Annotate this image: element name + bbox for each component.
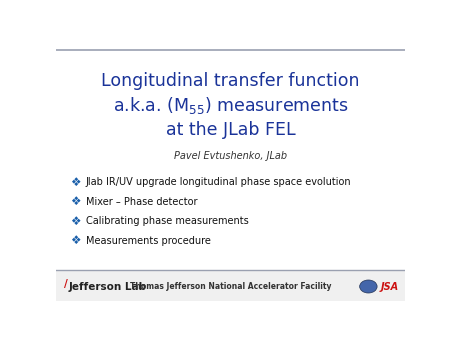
Text: Mixer – Phase detector: Mixer – Phase detector [86,197,198,207]
Text: at the JLab FEL: at the JLab FEL [166,121,296,139]
Text: Calibrating phase measurements: Calibrating phase measurements [86,216,249,226]
Text: Measurements procedure: Measurements procedure [86,236,211,246]
Circle shape [360,280,377,293]
Text: Jefferson Lab: Jefferson Lab [68,282,147,291]
Text: Longitudinal transfer function: Longitudinal transfer function [101,72,360,90]
Text: JSA: JSA [381,282,399,291]
Text: Thomas Jefferson National Accelerator Facility: Thomas Jefferson National Accelerator Fa… [130,282,331,291]
Text: Pavel Evtushenko, JLab: Pavel Evtushenko, JLab [174,151,287,161]
Text: ❖: ❖ [70,176,81,189]
Text: Jlab IR/UV upgrade longitudinal phase space evolution: Jlab IR/UV upgrade longitudinal phase sp… [86,177,351,187]
Text: ❖: ❖ [70,195,81,209]
Text: ❖: ❖ [70,235,81,247]
Bar [56,270,405,301]
Text: /: / [64,280,68,289]
Text: a.k.a. (M$_{55}$) measurements: a.k.a. (M$_{55}$) measurements [113,95,348,116]
Text: ❖: ❖ [70,215,81,228]
